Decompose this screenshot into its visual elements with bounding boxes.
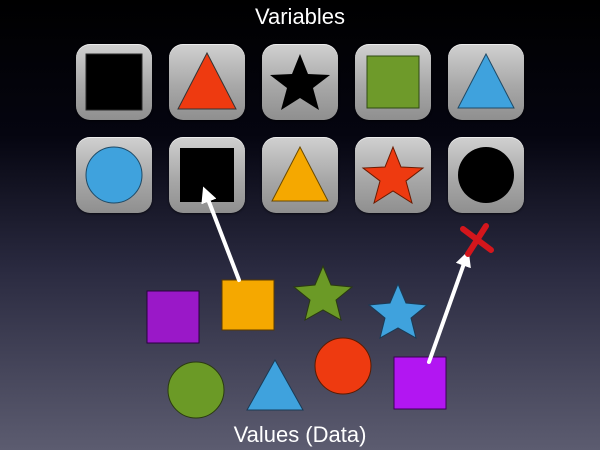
arrow-valid-assignment xyxy=(201,186,241,282)
variable-tile-9 xyxy=(355,137,431,213)
value-star-blue xyxy=(367,282,429,339)
star-icon xyxy=(270,54,330,110)
circle-icon xyxy=(458,147,514,203)
circle-shape xyxy=(85,146,143,204)
star-shape xyxy=(270,54,330,110)
triangle-icon xyxy=(457,52,515,109)
square-shape xyxy=(85,53,143,111)
value-square-purple xyxy=(146,290,200,344)
variable-tile-5 xyxy=(448,44,524,120)
triangle-icon xyxy=(271,145,329,202)
square-icon xyxy=(85,53,143,111)
value-square-orange xyxy=(221,279,275,331)
star-shape xyxy=(361,145,425,205)
star-icon xyxy=(361,145,425,205)
square-shape xyxy=(366,55,420,109)
variables-title: Variables xyxy=(254,4,346,29)
variable-tile-10 xyxy=(448,137,524,213)
value-star-olive xyxy=(292,264,354,321)
value-circle-red xyxy=(314,337,372,395)
variable-tile-1 xyxy=(76,44,152,120)
variable-tile-8 xyxy=(262,137,338,213)
value-circle-olive xyxy=(167,361,225,419)
circle-shape xyxy=(458,147,514,203)
triangle-shape xyxy=(271,145,329,202)
x-mark-icon xyxy=(460,223,494,257)
circle-icon xyxy=(85,146,143,204)
triangle-shape xyxy=(457,52,515,109)
variable-tile-6 xyxy=(76,137,152,213)
value-square-violet xyxy=(393,356,447,410)
value-triangle-blue xyxy=(246,358,304,411)
square-icon xyxy=(366,55,420,109)
triangle-shape xyxy=(177,51,237,110)
values-title: Values (Data) xyxy=(233,422,367,447)
variable-tile-2 xyxy=(169,44,245,120)
triangle-icon xyxy=(177,51,237,110)
arrow-invalid-assignment xyxy=(427,250,471,364)
variable-tile-3 xyxy=(262,44,338,120)
variable-tile-4 xyxy=(355,44,431,120)
